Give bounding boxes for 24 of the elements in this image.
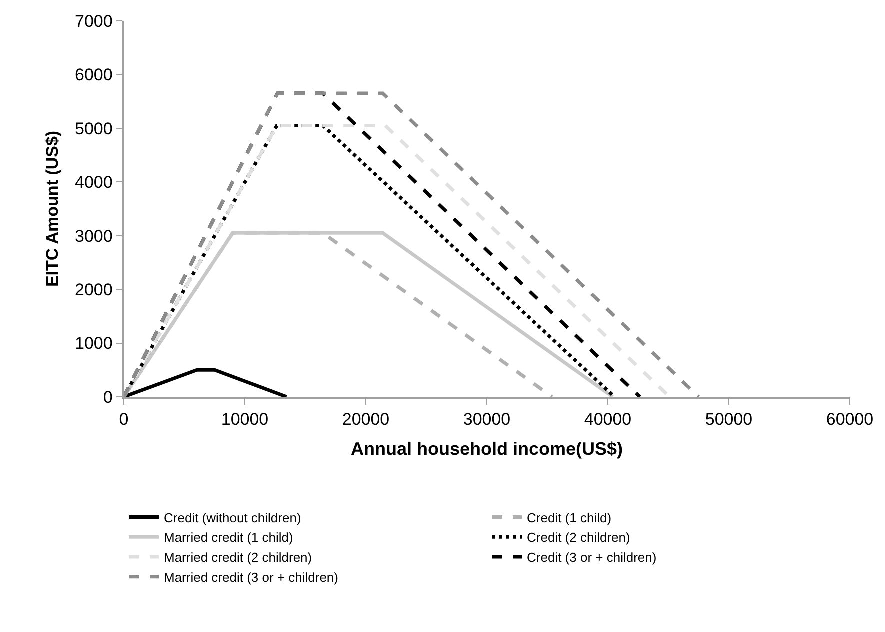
legend-label: Married credit (1 child)	[164, 530, 294, 546]
y-tick-label: 7000	[75, 12, 113, 31]
x-axis-title: Annual household income(US$)	[350, 438, 624, 459]
x-tick-label: 0	[119, 410, 129, 430]
legend-label: Married credit (2 children)	[164, 550, 312, 566]
legend-label: Married credit (3 or + children)	[164, 570, 338, 585]
x-tick-label: 60000	[826, 410, 874, 430]
y-tick-label: 2000	[75, 280, 113, 300]
x-tick-label: 40000	[584, 410, 632, 430]
y-tick-label: 4000	[75, 173, 113, 192]
y-tick-label: 3000	[75, 226, 113, 246]
x-tick-label: 10000	[221, 410, 269, 430]
y-tick-label: 0	[103, 388, 113, 407]
y-tick-label: 5000	[75, 119, 113, 138]
y-axis-title: EITC Amount (US$)	[43, 130, 62, 288]
x-tick-label: 30000	[463, 410, 511, 430]
x-tick-label: 20000	[342, 410, 390, 430]
y-tick-label: 6000	[75, 66, 113, 85]
legend-label: Credit (3 or + children)	[527, 550, 657, 566]
y-tick-label: 1000	[75, 334, 113, 354]
x-tick-label: 50000	[705, 410, 753, 430]
legend-label: Credit (without children)	[164, 510, 302, 526]
legend-label: Credit (2 children)	[527, 530, 630, 546]
legend-label: Credit (1 child)	[527, 510, 612, 526]
